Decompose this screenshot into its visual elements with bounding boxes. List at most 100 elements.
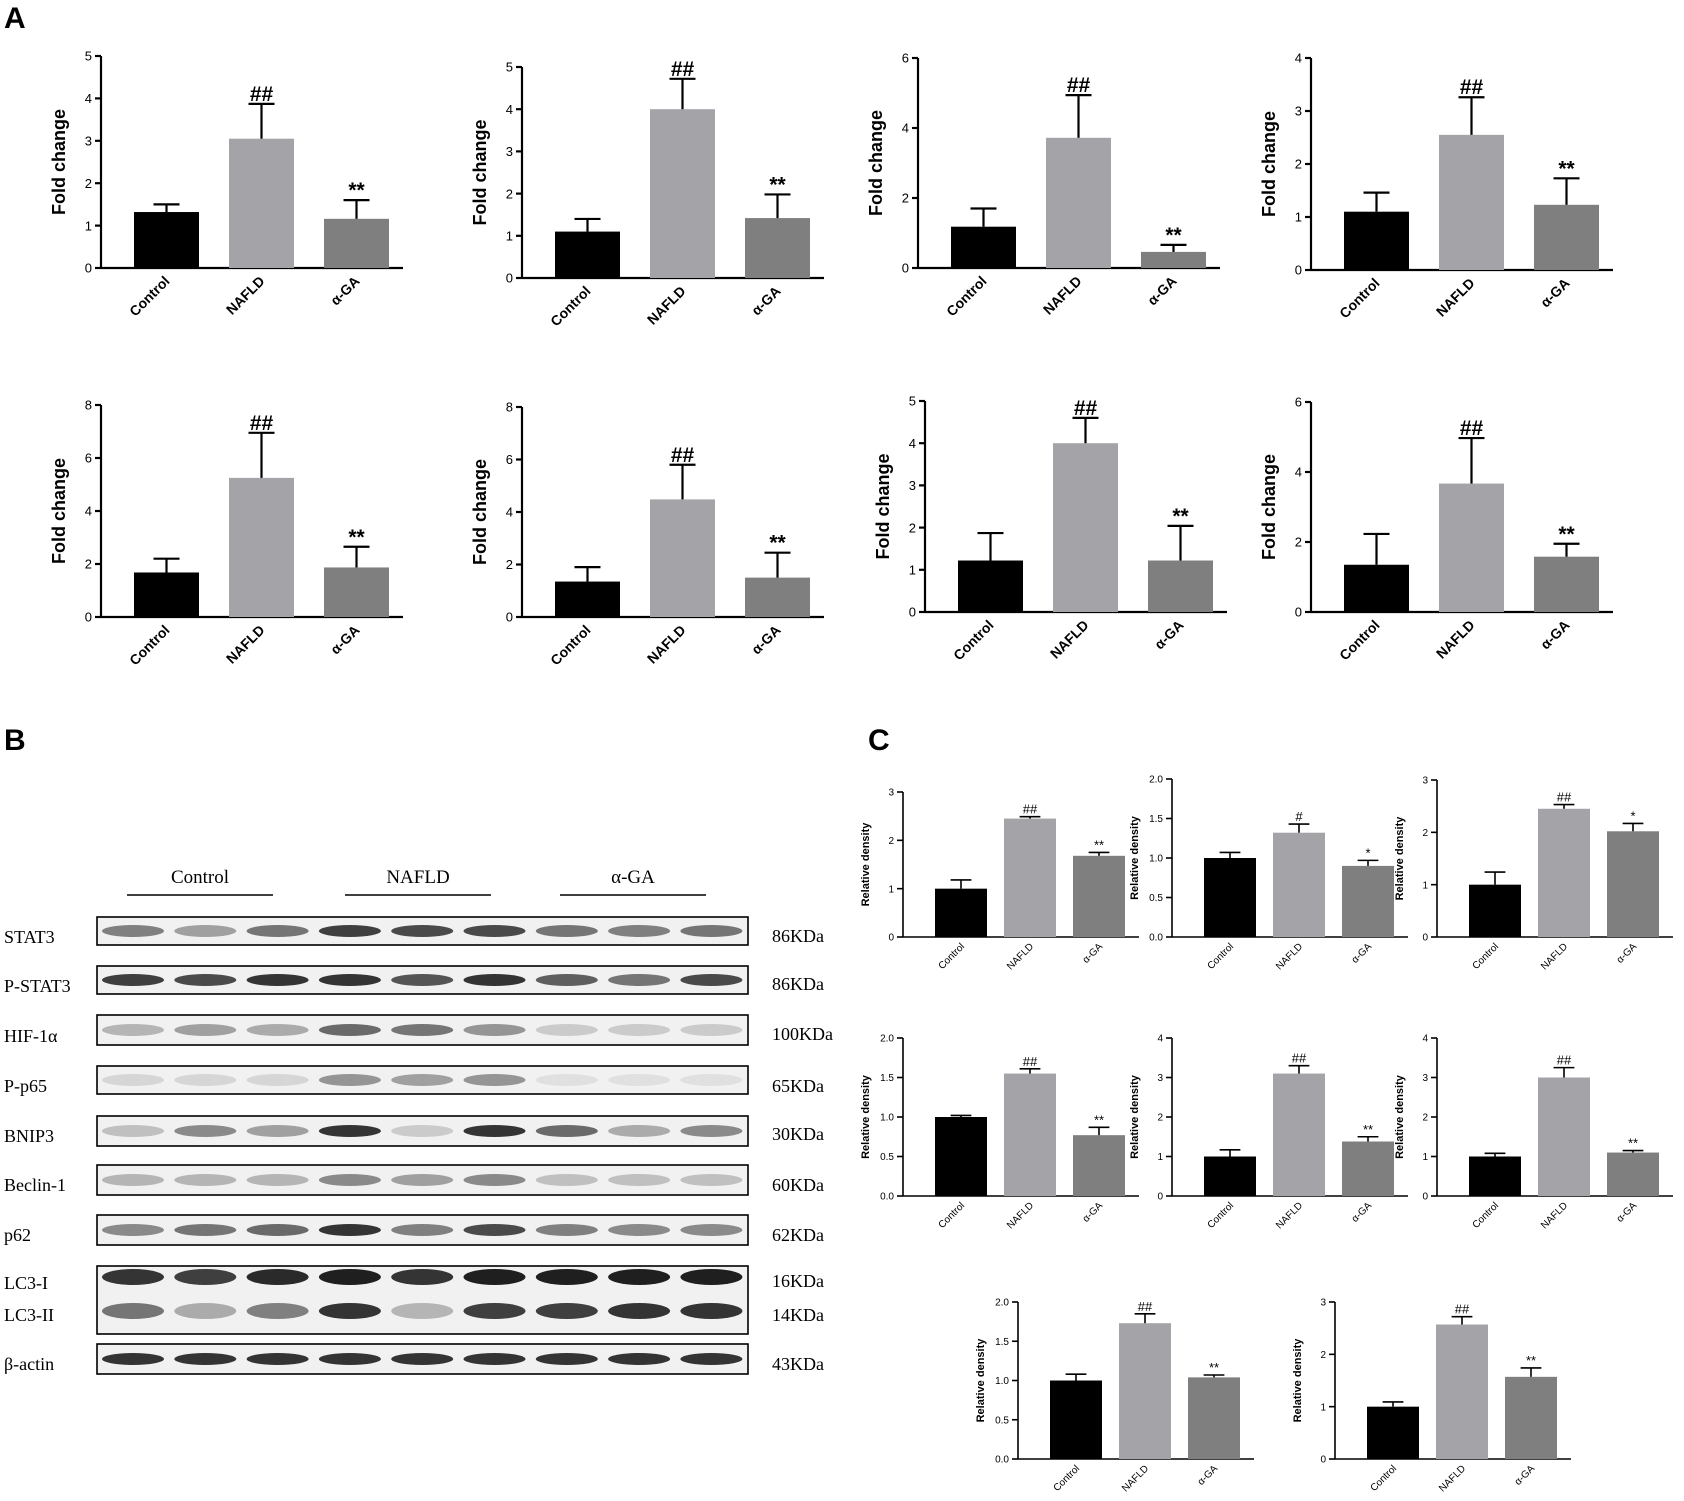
y-tick-label: 1 xyxy=(888,884,894,895)
bar-1 xyxy=(229,477,294,617)
y-axis-label: Relative density xyxy=(975,1338,987,1423)
y-tick-label: 4 xyxy=(506,102,513,117)
blot-band xyxy=(174,1074,237,1086)
y-tick-label: 3 xyxy=(1157,1073,1163,1084)
y-axis-label: Fold change xyxy=(866,110,886,216)
significance-label: ** xyxy=(1094,837,1104,852)
blot-band xyxy=(535,1353,598,1365)
blot-band xyxy=(246,1353,309,1365)
bar-0 xyxy=(1204,858,1256,937)
blot-band xyxy=(535,1125,598,1137)
y-tick-label: 6 xyxy=(506,452,513,467)
blot-band xyxy=(608,1174,671,1186)
blot-band xyxy=(391,1074,454,1086)
y-tick-label: 4 xyxy=(85,91,92,106)
blot-row-label: β-actin xyxy=(4,1354,54,1374)
blot-group-label: α-GA xyxy=(611,867,655,888)
significance-label: ## xyxy=(250,412,274,435)
y-tick-label: 0 xyxy=(1422,1192,1428,1203)
significance-label: ## xyxy=(1023,802,1038,817)
bar-0 xyxy=(1050,1380,1102,1459)
blot-band xyxy=(102,1303,164,1319)
bar-chart-il-1-: 0 2 4 6 Fold change Control ## NAFLD ** α-GA xyxy=(1259,395,1613,663)
blot-band xyxy=(535,1074,598,1086)
y-tick-label: 3 xyxy=(85,133,92,148)
bar-0 xyxy=(1367,1406,1419,1459)
blot-band xyxy=(246,1024,309,1036)
x-tick-label: NAFLD xyxy=(1539,1200,1570,1231)
y-axis-label: Fold change xyxy=(49,458,69,564)
blot-band xyxy=(463,1125,526,1137)
significance-label: ** xyxy=(769,532,786,555)
x-tick-label: NAFLD xyxy=(1433,275,1478,320)
blot-band xyxy=(174,925,237,937)
bar-chart-hif-1-: 0 1 2 3 4 5 Fold change Control ## NAFLD ** α-GA xyxy=(470,58,824,329)
blot-band xyxy=(391,1174,454,1186)
bar-0 xyxy=(935,888,987,937)
bar-2 xyxy=(1188,1377,1240,1459)
blot-band xyxy=(680,1353,743,1365)
panel-label-c: C xyxy=(868,724,890,757)
bar-chart-tnf-: 0 2 4 6 8 Fold change Control ## NAFLD ** α-GA xyxy=(49,398,403,668)
x-tick-label: NAFLD xyxy=(1005,1200,1036,1231)
blot-band xyxy=(318,1125,381,1137)
blot-row-label: p62 xyxy=(4,1225,31,1245)
blot-band xyxy=(246,1174,309,1186)
blot-band xyxy=(391,1125,454,1137)
y-tick-label: 1 xyxy=(1422,1152,1428,1163)
y-tick-label: 0.5 xyxy=(995,1415,1009,1426)
y-tick-label: 8 xyxy=(85,398,92,413)
blot-band xyxy=(246,1224,309,1236)
y-tick-label: 2 xyxy=(506,186,513,201)
blot-band xyxy=(608,1303,671,1319)
x-tick-label: α-GA xyxy=(327,273,363,309)
bar-2 xyxy=(1607,831,1659,937)
bar-1 xyxy=(1119,1323,1171,1459)
blot-kda-label: 86KDa xyxy=(772,974,824,994)
y-tick-label: 0.0 xyxy=(880,1192,894,1203)
x-tick-label: NAFLD xyxy=(644,283,689,328)
y-tick-label: 4 xyxy=(1157,1034,1163,1045)
bar-chart-p-p65: 0.0 0.5 1.0 1.5 2.0 Relative density Control ##… xyxy=(860,1034,1139,1231)
blot-group-label: NAFLD xyxy=(386,867,449,888)
bar-0 xyxy=(951,226,1016,268)
blot-band xyxy=(535,974,598,986)
y-tick-label: 5 xyxy=(909,394,916,409)
significance-label: ** xyxy=(348,179,365,202)
x-tick-label: Control xyxy=(1471,1200,1502,1231)
significance-label: ** xyxy=(1363,1122,1373,1137)
y-tick-label: 1.0 xyxy=(995,1376,1009,1387)
panel-label-b: B xyxy=(4,724,26,757)
bar-0 xyxy=(935,1117,987,1196)
y-axis-label: Fold change xyxy=(470,119,490,225)
blot-band xyxy=(463,1224,526,1236)
y-tick-label: 1.0 xyxy=(1149,854,1163,865)
x-tick-label: NAFLD xyxy=(1005,941,1036,972)
x-tick-label: α-GA xyxy=(1513,1463,1538,1488)
bar-1 xyxy=(1538,1077,1590,1196)
significance-label: ## xyxy=(1138,1299,1153,1314)
bar-0 xyxy=(1469,884,1521,937)
bar-2 xyxy=(1342,865,1394,937)
blot-band xyxy=(318,1024,381,1036)
bar-chart-hif-1-: 0 1 2 3 Relative density Control ## NAFLD * α-GA xyxy=(1394,776,1673,972)
significance-label: # xyxy=(1295,809,1303,824)
blot-band xyxy=(608,974,671,986)
blot-row-label: STAT3 xyxy=(4,927,55,947)
bar-2 xyxy=(1534,204,1599,270)
blot-band xyxy=(535,1303,598,1319)
bar-0 xyxy=(555,581,620,617)
blot-band xyxy=(318,974,381,986)
bar-1 xyxy=(1439,134,1504,270)
blot-band xyxy=(174,1224,237,1236)
significance-label: * xyxy=(1630,808,1635,823)
significance-label: ## xyxy=(1460,76,1484,99)
blot-band xyxy=(102,1024,164,1036)
blot-band xyxy=(174,1024,237,1036)
y-axis-label: Fold change xyxy=(470,459,490,565)
y-tick-label: 0 xyxy=(1320,1455,1326,1466)
bar-1 xyxy=(229,138,294,268)
significance-label: ## xyxy=(1557,1053,1572,1068)
y-tick-label: 1 xyxy=(1295,210,1302,225)
